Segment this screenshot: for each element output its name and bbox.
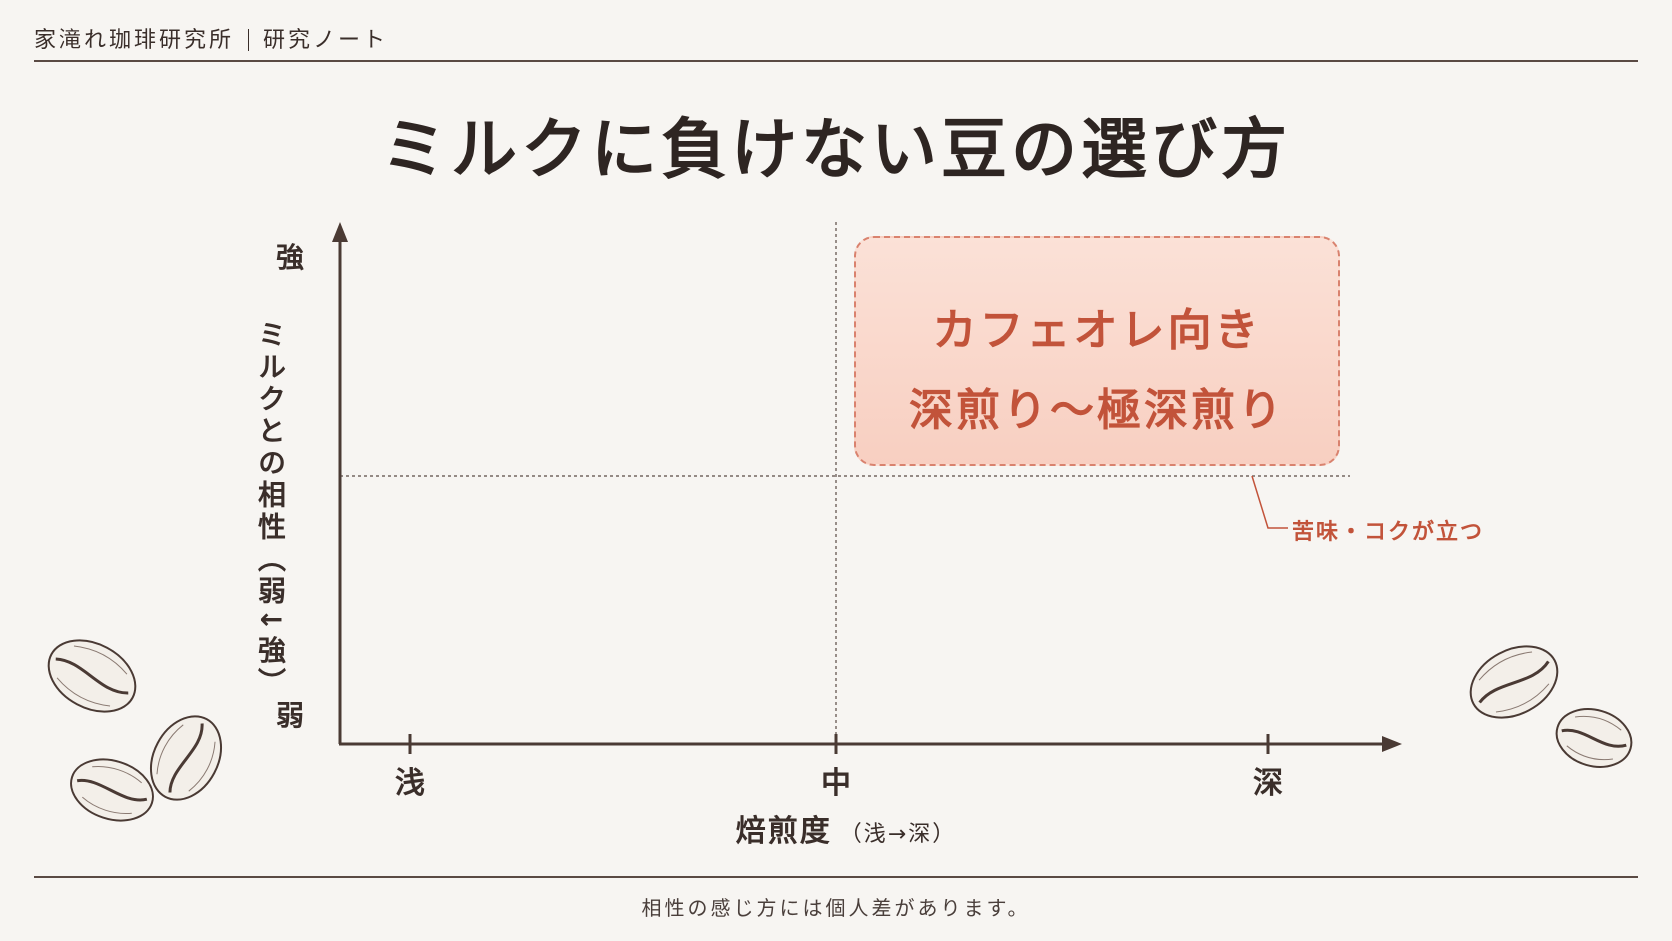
y-axis-arrow (332, 222, 348, 242)
header-divider (248, 29, 250, 51)
coffee-bean-icon (1555, 708, 1633, 768)
x-axis-arrow (1382, 736, 1402, 752)
highlight-quadrant-box: カフェオレ向き 深煎り〜極深煎り (854, 236, 1340, 466)
x-axis-title: 焙煎度 （浅→深） (0, 806, 1672, 850)
highlight-line-1: カフェオレ向き (932, 305, 1262, 356)
callout-leader (1251, 475, 1288, 529)
footnote: 相性の感じ方には個人差があります。 (641, 896, 1031, 920)
y-axis-title: ミルクとの相性（弱↓強） (254, 320, 287, 700)
header-rule (34, 60, 1638, 62)
coffee-bean-icon (47, 639, 137, 713)
coffee-bean-icon (149, 715, 223, 801)
x-tick-label-medium: 中 (821, 766, 851, 801)
footer-rule (34, 876, 1638, 878)
header: 家滝れ珈琲研究所 研究ノート (34, 22, 388, 54)
highlight-line-2: 深煎り〜極深煎り (909, 385, 1285, 436)
y-axis-low-label: 弱 (276, 699, 305, 732)
y-axis-high-label: 強 (276, 241, 305, 274)
coffee-bean-icon (70, 758, 154, 822)
x-axis-title-suffix: （浅→深） (839, 822, 957, 847)
brand-name: 家滝れ珈琲研究所 (34, 28, 235, 53)
x-tick-label-deep: 深 (1253, 766, 1283, 801)
x-axis-title-main: 焙煎度 (735, 814, 832, 849)
page-title: ミルクに負けない豆の選び方 (381, 111, 1291, 188)
x-tick-label-shallow: 浅 (395, 766, 425, 801)
callout-annotation: 苦味・コクが立つ (1292, 520, 1485, 545)
coffee-bean-icon (1469, 645, 1559, 719)
section-name: 研究ノート (263, 28, 389, 53)
